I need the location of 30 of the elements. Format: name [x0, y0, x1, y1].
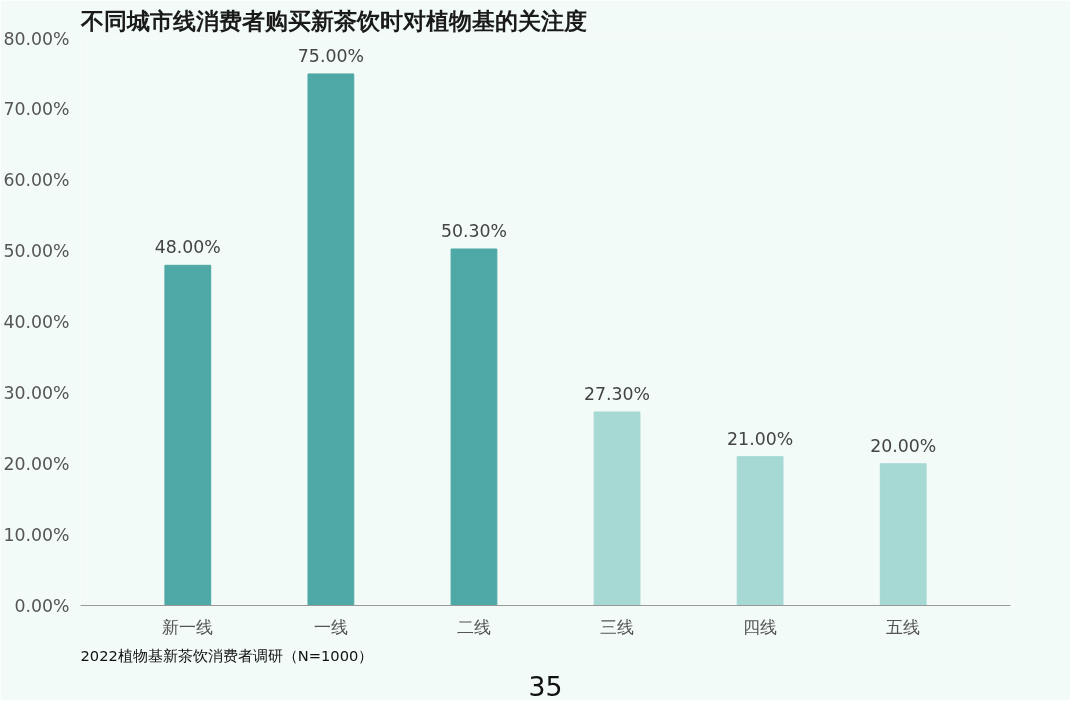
x-tick-label: 三线	[600, 616, 635, 637]
y-tick-label: 70.00%	[3, 99, 70, 120]
bar	[164, 264, 212, 606]
data-label: 20.00%	[870, 435, 937, 456]
x-tick-label: 一线	[313, 616, 348, 637]
text: 35	[528, 670, 563, 702]
data-label: 27.30%	[584, 384, 651, 405]
y-tick-label: 60.00%	[3, 170, 70, 191]
bar	[593, 411, 641, 606]
chart-title: 不同城市线消费者购买新茶饮时对植物基的关注度	[79, 7, 587, 34]
bar	[879, 463, 927, 606]
bar	[450, 248, 498, 606]
data-label: 48.00%	[154, 237, 221, 258]
data-label: 50.30%	[440, 221, 507, 241]
data-label: 21.00%	[727, 428, 794, 449]
y-tick-label: 50.00%	[3, 241, 70, 262]
x-tick-label: 新一线	[162, 616, 214, 637]
text: 2022植物基新茶饮消费者调研（N=1000）	[80, 646, 374, 664]
y-tick-label: 80.00%	[3, 28, 70, 49]
data-label: 75.00%	[297, 45, 364, 66]
bar	[307, 73, 355, 606]
x-tick-label: 二线	[456, 616, 491, 637]
y-tick-label: 30.00%	[3, 382, 70, 403]
bar	[736, 456, 784, 606]
y-tick-label: 40.00%	[3, 312, 70, 332]
x-tick-label: 四线	[743, 616, 778, 637]
x-tick-label: 五线	[886, 616, 921, 637]
y-tick-label: 10.00%	[3, 524, 70, 545]
y-tick-label: 20.00%	[3, 453, 70, 474]
y-tick-label: 0.00%	[14, 595, 70, 616]
